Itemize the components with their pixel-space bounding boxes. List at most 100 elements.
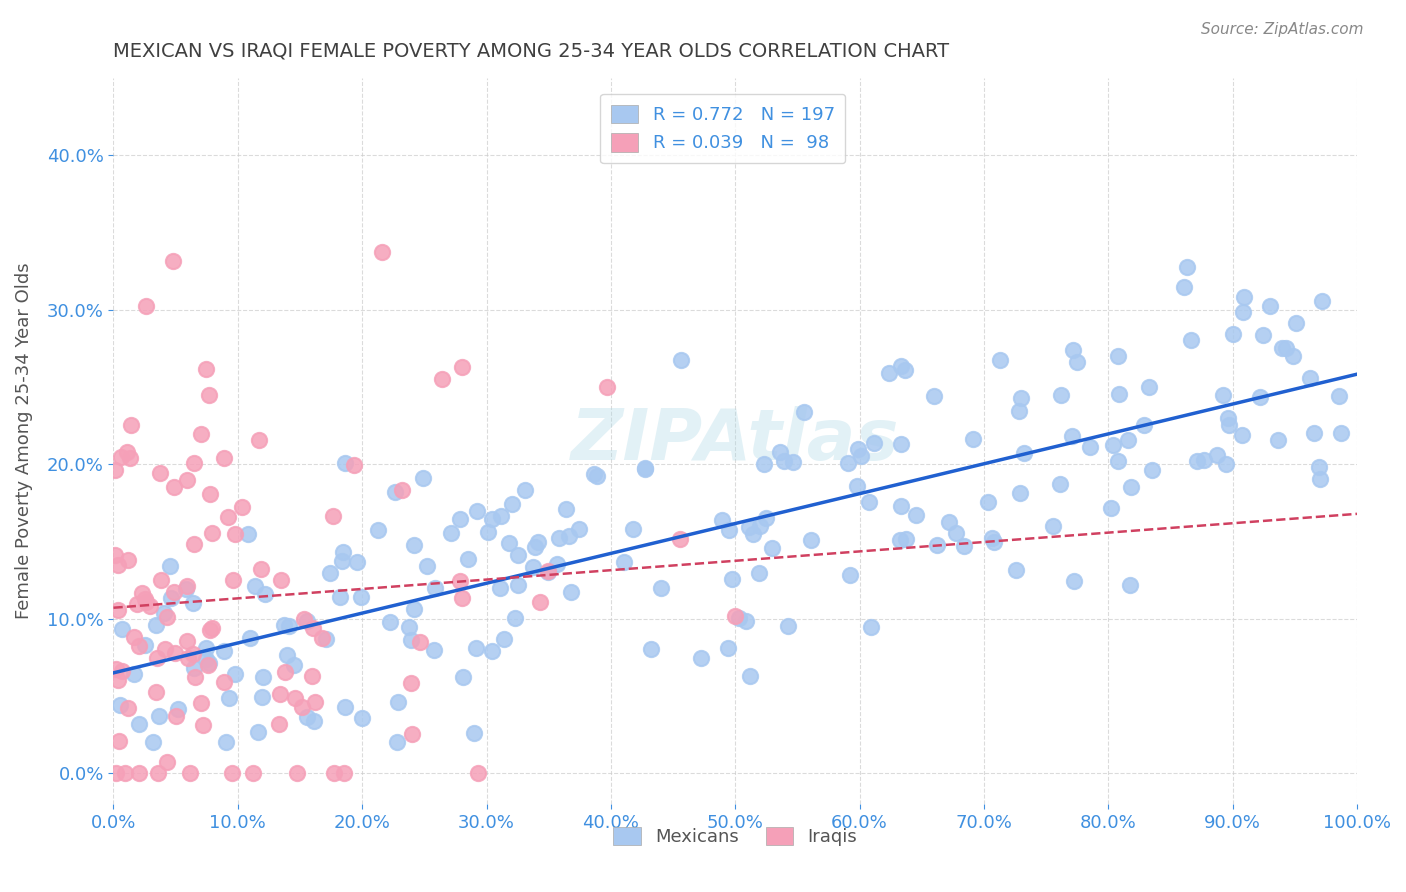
Point	[135, 595, 157, 609]
Point	[1253, 327, 1275, 342]
Point	[249, 562, 271, 576]
Text: MEXICAN VS IRAQI FEMALE POVERTY AMONG 25-34 YEAR OLDS CORRELATION CHART: MEXICAN VS IRAQI FEMALE POVERTY AMONG 25…	[114, 42, 949, 61]
Point	[451, 359, 474, 374]
Point	[1049, 388, 1071, 402]
Point	[922, 389, 945, 403]
Point	[633, 461, 655, 475]
Point	[156, 755, 179, 769]
Point	[1271, 341, 1294, 355]
Point	[297, 710, 319, 724]
Point	[107, 558, 129, 573]
Point	[134, 591, 156, 606]
Point	[150, 574, 173, 588]
Point	[135, 299, 157, 313]
Point	[195, 362, 218, 376]
Point	[273, 617, 295, 632]
Point	[198, 623, 221, 637]
Point	[148, 709, 170, 723]
Point	[398, 620, 420, 634]
Point	[190, 426, 212, 441]
Text: ZIPAtlas: ZIPAtlas	[571, 407, 900, 475]
Point	[467, 766, 489, 780]
Point	[513, 483, 536, 497]
Point	[183, 661, 205, 675]
Point	[800, 533, 823, 547]
Point	[284, 691, 307, 706]
Point	[159, 559, 181, 574]
Point	[585, 468, 607, 483]
Point	[1309, 472, 1331, 486]
Point	[1310, 293, 1333, 308]
Point	[506, 548, 529, 562]
Point	[938, 515, 960, 529]
Point	[110, 450, 132, 464]
Point	[554, 501, 576, 516]
Point	[457, 551, 479, 566]
Point	[214, 674, 236, 689]
Point	[276, 648, 298, 662]
Point	[254, 587, 277, 601]
Point	[1107, 349, 1129, 363]
Point	[292, 611, 315, 625]
Point	[846, 479, 869, 493]
Point	[858, 494, 880, 508]
Point	[335, 456, 357, 470]
Point	[107, 603, 129, 617]
Point	[889, 533, 911, 547]
Point	[335, 700, 357, 714]
Point	[430, 372, 453, 386]
Point	[981, 531, 1004, 545]
Point	[217, 510, 239, 524]
Point	[343, 458, 366, 472]
Point	[1275, 341, 1298, 355]
Point	[1005, 563, 1028, 577]
Point	[537, 564, 560, 578]
Point	[190, 696, 212, 710]
Point	[896, 533, 918, 547]
Point	[560, 584, 582, 599]
Point	[110, 698, 132, 712]
Point	[224, 527, 246, 541]
Point	[778, 619, 800, 633]
Point	[1249, 390, 1271, 404]
Point	[489, 509, 512, 524]
Point	[1282, 349, 1305, 363]
Point	[176, 473, 198, 487]
Point	[269, 687, 291, 701]
Point	[773, 454, 796, 468]
Point	[302, 714, 325, 729]
Point	[415, 559, 437, 574]
Point	[198, 657, 221, 671]
Point	[165, 709, 187, 723]
Point	[330, 554, 353, 568]
Point	[242, 766, 264, 780]
Point	[277, 619, 299, 633]
Point	[108, 733, 131, 747]
Point	[1062, 429, 1084, 443]
Point	[546, 557, 568, 571]
Point	[221, 766, 243, 780]
Point	[163, 584, 186, 599]
Point	[1258, 300, 1281, 314]
Point	[117, 701, 139, 715]
Point	[302, 621, 325, 635]
Point	[877, 366, 900, 380]
Point	[131, 585, 153, 599]
Point	[537, 565, 560, 579]
Point	[162, 253, 184, 268]
Point	[1212, 388, 1234, 402]
Point	[212, 450, 235, 465]
Point	[114, 766, 136, 780]
Point	[1008, 486, 1031, 500]
Point	[742, 526, 765, 541]
Point	[166, 702, 188, 716]
Point	[451, 670, 474, 684]
Point	[179, 766, 201, 780]
Point	[149, 466, 172, 480]
Point	[449, 574, 471, 588]
Point	[250, 690, 273, 704]
Point	[139, 599, 162, 613]
Point	[1230, 428, 1253, 442]
Point	[117, 444, 139, 458]
Point	[863, 436, 886, 450]
